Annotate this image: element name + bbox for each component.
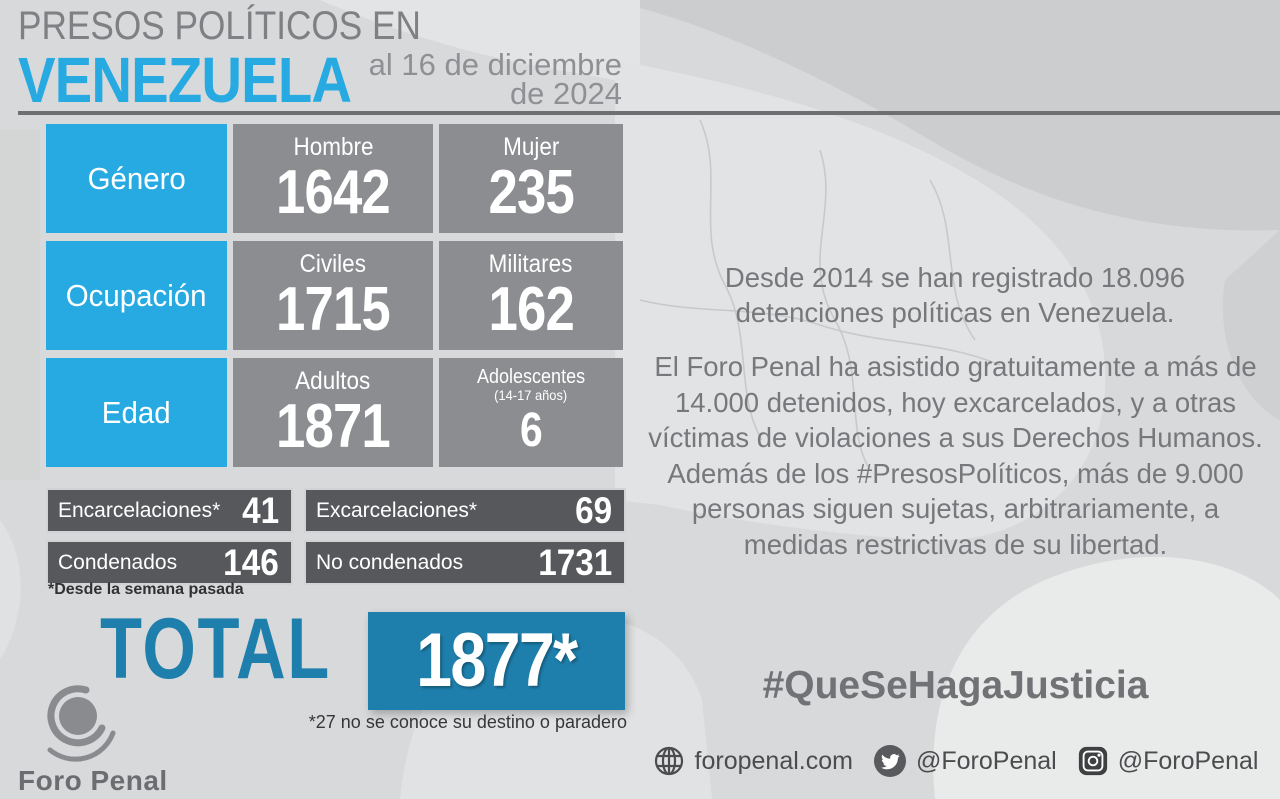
instagram-icon (1077, 745, 1109, 777)
cell-header: Militares (489, 250, 573, 278)
title-line1: PRESOS POLÍTICOS EN (18, 4, 421, 48)
header-divider (18, 111, 1280, 115)
cell-adultos: Adultos 1871 (233, 358, 433, 467)
hashtag: #QueSeHagaJusticia (762, 664, 1149, 707)
row-label-genero: Género (46, 124, 227, 233)
stat-label: Excarcelaciones* (316, 498, 478, 522)
total-value: 1877* (416, 618, 578, 703)
cell-mujer: Mujer 235 (439, 124, 623, 233)
page-title: PRESOS POLÍTICOS EN VENEZUELA (18, 6, 476, 112)
cell-header: Civiles (299, 250, 367, 278)
stat-encarcelaciones: Encarcelaciones* 41 (46, 488, 293, 533)
cell-header: Adultos (295, 367, 371, 395)
weekly-footnote: *Desde la semana pasada (48, 581, 244, 598)
report-date-line2: de 2024 (509, 76, 622, 111)
weekly-stats: Encarcelaciones* 41 Excarcelaciones* 69 … (46, 488, 626, 585)
total-label: TOTAL (100, 601, 331, 697)
row-label-edad: Edad (46, 358, 227, 467)
social-footer: foropenal.com @ForoPenal @ForoPenal (640, 744, 1270, 778)
instagram-item: @ForoPenal (1077, 745, 1259, 777)
stat-value: 69 (574, 489, 612, 531)
stat-no-condenados: No condenados 1731 (304, 540, 626, 585)
foro-penal-logo-text: Foro Penal (18, 765, 168, 796)
report-date-line1: al 16 de diciembre (368, 47, 622, 82)
website-text: foropenal.com (694, 746, 853, 775)
foro-penal-logo: Foro Penal (16, 678, 168, 797)
registrations-paragraph: Desde 2014 se han registrado 18.096 dete… (724, 262, 1186, 328)
stat-value: 41 (241, 489, 279, 531)
stat-excarcelaciones: Excarcelaciones* 69 (304, 488, 626, 533)
twitter-icon (873, 744, 907, 778)
report-date: al 16 de diciembre de 2024 (368, 47, 622, 111)
cell-civiles: Civiles 1715 (233, 241, 433, 350)
cell-header: Hombre (292, 133, 374, 161)
stat-value: 1731 (537, 541, 612, 583)
stat-label: No condenados (316, 550, 464, 574)
row-label-ocupacion: Ocupación (46, 241, 227, 350)
cell-hombre: Hombre 1642 (233, 124, 433, 233)
prisoners-category-table: Género Hombre 1642 Mujer 235 Ocupación C… (46, 124, 623, 467)
twitter-item: @ForoPenal (873, 744, 1057, 778)
cell-value: 1642 (276, 158, 391, 228)
cell-value: 162 (488, 275, 574, 345)
foro-penal-paragraph: El Foro Penal ha asistido gratuitamente … (648, 351, 1263, 560)
stat-label: Encarcelaciones* (58, 498, 221, 522)
cell-value: 1871 (276, 392, 391, 462)
total-footnote: *27 no se conoce su destino o paradero (308, 712, 627, 732)
stat-condenados: Condenados 146 (46, 540, 293, 585)
twitter-handle: @ForoPenal (915, 746, 1057, 775)
cell-value: 6 (519, 403, 543, 457)
cell-header: Mujer (502, 133, 560, 161)
title-line2: VENEZUELA (18, 44, 352, 116)
instagram-handle: @ForoPenal (1117, 746, 1259, 775)
cell-value: 235 (488, 158, 574, 228)
cell-value: 1715 (276, 275, 391, 345)
globe-icon (652, 744, 686, 778)
website-item: foropenal.com (652, 744, 853, 778)
stat-value: 146 (223, 541, 279, 583)
cell-header: Adolescentes (476, 366, 586, 388)
stat-label: Condenados (58, 550, 178, 574)
total-box: 1877* (368, 612, 625, 710)
cell-militares: Militares 162 (439, 241, 623, 350)
foro-penal-logo-mark (16, 685, 136, 768)
cell-subheader: (14-17 años) (494, 387, 568, 403)
cell-adolescentes: Adolescentes (14-17 años) 6 (439, 358, 623, 467)
